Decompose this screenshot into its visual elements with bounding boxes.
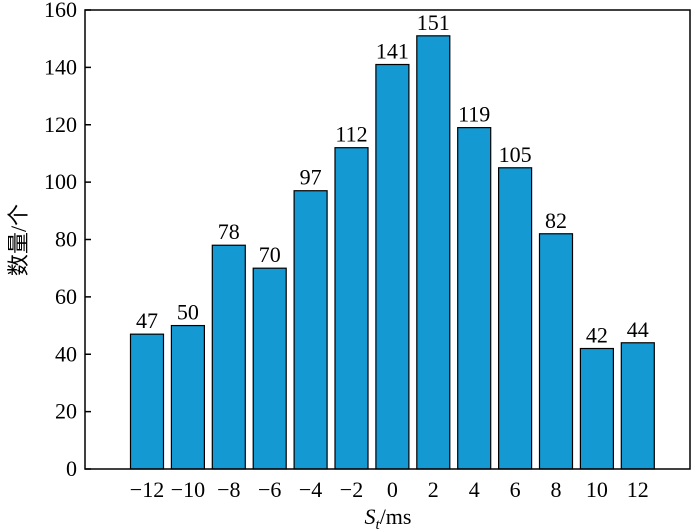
bar [498, 167, 533, 470]
x-tick-label: 12 [627, 477, 649, 502]
value-label: 105 [499, 142, 532, 167]
x-tick-label: 8 [551, 477, 562, 502]
bar [538, 233, 574, 470]
y-tick-label: 120 [44, 112, 77, 137]
value-label: 112 [335, 122, 367, 147]
y-tick-label: 60 [55, 284, 77, 309]
value-label: 97 [300, 165, 322, 190]
x-tick-label: −8 [217, 477, 240, 502]
bar [334, 147, 369, 470]
x-tick-label: −2 [340, 477, 363, 502]
x-label-unit: /ms [380, 504, 412, 529]
bar [211, 244, 246, 470]
y-tick-label: 140 [44, 54, 77, 79]
value-label: 70 [259, 242, 281, 267]
bar [129, 333, 165, 470]
x-axis-label: St/ms [365, 504, 412, 531]
bar [416, 35, 451, 470]
y-axis-label: 数量/个 [6, 204, 31, 276]
bar [457, 127, 492, 470]
value-label: 82 [545, 208, 567, 233]
y-tick-label: 80 [55, 227, 77, 252]
y-tick-label: 40 [55, 341, 77, 366]
x-tick-label: 2 [428, 477, 439, 502]
value-label: 78 [218, 219, 240, 244]
bar [620, 342, 655, 470]
y-tick-label: 160 [44, 0, 77, 22]
bar [579, 347, 615, 470]
x-tick-label: −6 [258, 477, 281, 502]
x-tick-label: −12 [130, 477, 164, 502]
value-label: 151 [417, 10, 450, 35]
bar [252, 267, 287, 470]
plot-frame [84, 9, 691, 470]
bar [375, 63, 410, 470]
x-tick-label: −4 [299, 477, 322, 502]
x-tick-label: −10 [171, 477, 205, 502]
bar [170, 324, 205, 470]
y-tick-label: 20 [55, 399, 77, 424]
x-tick-label: 6 [510, 477, 521, 502]
value-label: 119 [458, 102, 490, 127]
value-label: 47 [136, 308, 158, 333]
bar [293, 190, 328, 470]
x-tick-label: 4 [469, 477, 480, 502]
value-label: 42 [586, 323, 608, 348]
value-label: 141 [376, 39, 409, 64]
value-label: 44 [627, 317, 649, 342]
value-label: 50 [177, 300, 199, 325]
x-tick-label: 0 [387, 477, 398, 502]
x-label-symbol: S [365, 504, 376, 529]
y-tick-label: 100 [44, 169, 77, 194]
x-tick-label: 10 [586, 477, 608, 502]
x-label-subscript: t [376, 517, 381, 531]
y-tick-label: 0 [66, 456, 77, 481]
